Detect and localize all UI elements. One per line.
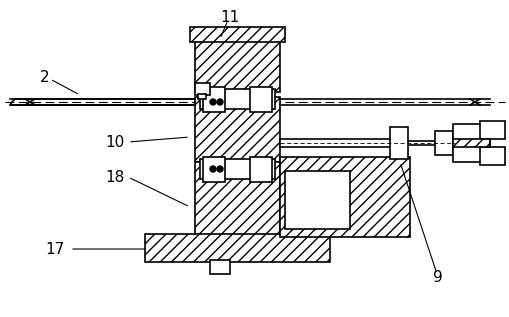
Text: 2: 2 bbox=[40, 69, 50, 85]
Bar bbox=[200, 89, 274, 109]
Bar bbox=[249, 157, 271, 182]
Circle shape bbox=[210, 99, 216, 105]
Bar bbox=[194, 32, 279, 92]
Text: 18: 18 bbox=[105, 170, 124, 184]
Bar bbox=[145, 234, 329, 262]
Polygon shape bbox=[10, 99, 194, 105]
Bar bbox=[389, 127, 407, 159]
Bar bbox=[200, 159, 274, 179]
Text: 17: 17 bbox=[45, 242, 65, 256]
Bar bbox=[279, 157, 409, 237]
Bar bbox=[203, 87, 224, 112]
Polygon shape bbox=[452, 124, 489, 162]
Bar bbox=[479, 121, 504, 139]
Bar bbox=[210, 260, 230, 274]
Text: 9: 9 bbox=[432, 269, 442, 284]
Bar bbox=[452, 139, 489, 147]
Bar bbox=[285, 171, 349, 229]
Bar bbox=[190, 27, 285, 42]
Bar bbox=[194, 83, 210, 95]
Circle shape bbox=[216, 99, 222, 105]
Bar bbox=[249, 87, 271, 112]
Bar bbox=[197, 94, 206, 99]
Bar bbox=[194, 162, 279, 237]
Bar bbox=[434, 131, 452, 155]
Bar bbox=[399, 141, 454, 145]
Bar bbox=[203, 157, 224, 182]
Bar bbox=[479, 147, 504, 165]
Circle shape bbox=[210, 166, 216, 172]
Bar bbox=[279, 139, 399, 147]
Text: 11: 11 bbox=[220, 10, 239, 24]
Circle shape bbox=[216, 166, 222, 172]
Text: 10: 10 bbox=[105, 134, 124, 150]
Bar bbox=[194, 97, 279, 162]
